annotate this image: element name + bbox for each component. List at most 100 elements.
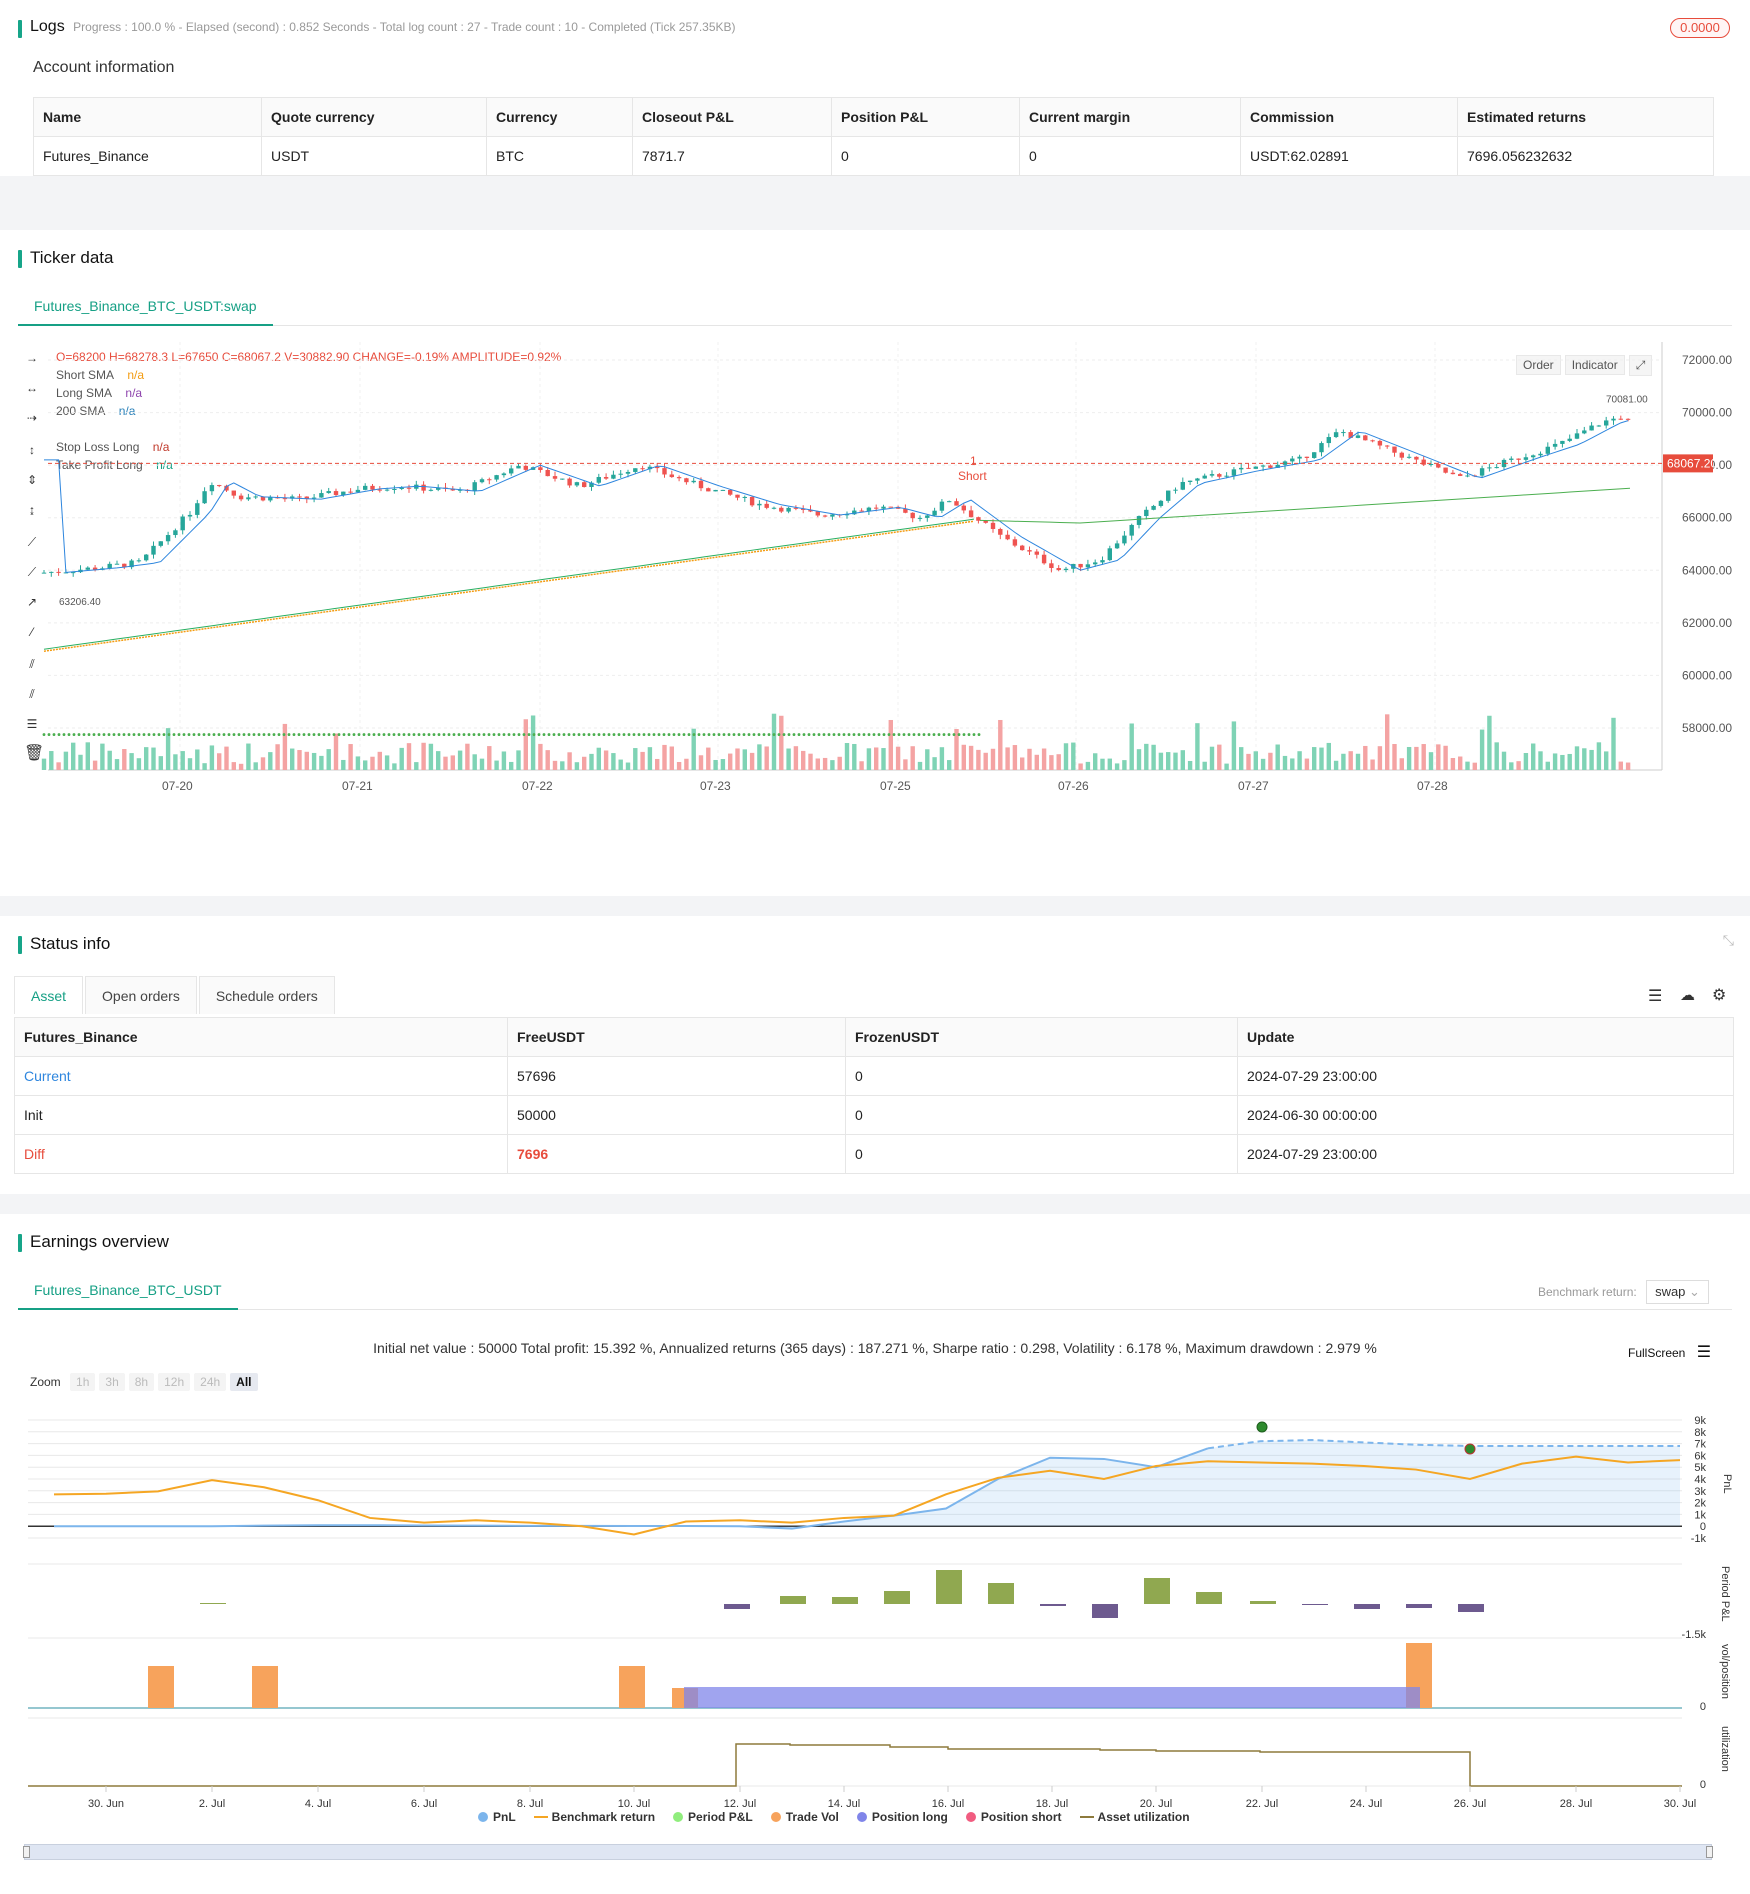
volume-bar (560, 761, 565, 770)
earnings-tab[interactable]: Futures_Binance_BTC_USDT (18, 1272, 238, 1310)
volume-bar (728, 753, 733, 770)
legend-trade-vol[interactable]: Trade Vol (770, 1810, 839, 1824)
trend-line-tool-icon[interactable]: ⟋ (27, 535, 37, 549)
candle-body (903, 508, 908, 513)
tab-open-orders[interactable]: Open orders (85, 976, 197, 1014)
col-current-margin: Current margin (1019, 97, 1241, 137)
candle-body (487, 479, 492, 481)
stop-loss-dot (532, 733, 536, 736)
zoom-all[interactable]: All (230, 1373, 258, 1391)
volume-bar (479, 758, 485, 770)
stop-loss-dot (747, 733, 751, 736)
period-pnl-bar (1196, 1592, 1222, 1604)
vertical-ray-tool-icon[interactable]: ↨ (29, 503, 35, 517)
volume-bar (165, 728, 171, 770)
navigator-right-handle[interactable] (1706, 1846, 1713, 1858)
tab-schedule-orders[interactable]: Schedule orders (198, 976, 335, 1014)
price-axis-label: 58000.00 (1682, 721, 1732, 735)
tab-asset[interactable]: Asset (14, 976, 84, 1014)
settings-gear-icon[interactable]: ⚙ (1712, 987, 1727, 1004)
zoom-3h[interactable]: 3h (99, 1373, 125, 1391)
crosshair-tool-icon[interactable]: → (26, 351, 38, 365)
fullscreen-button[interactable]: FullScreen ☰ (1628, 1342, 1711, 1362)
candle-body (990, 522, 996, 529)
candle-body (457, 489, 463, 491)
volume-bar (348, 744, 353, 770)
zoom-24h[interactable]: 24h (194, 1373, 227, 1391)
legend-position-long[interactable]: Position long (856, 1810, 948, 1824)
legend-position-short[interactable]: Position short (965, 1810, 1062, 1824)
volume-bar (173, 754, 178, 770)
vertical-line-tool-icon[interactable]: ↕ (29, 443, 35, 457)
candle-body (1545, 446, 1550, 454)
candle-body (815, 511, 820, 516)
volume-bar (837, 756, 842, 770)
row-label-current: Current (14, 1056, 508, 1096)
range-navigator[interactable] (23, 1844, 1713, 1860)
segment-tool-icon[interactable]: ⟋ (27, 565, 37, 579)
volume-bar (1056, 754, 1061, 770)
volume-bar (384, 755, 390, 770)
volume-bar (1458, 756, 1463, 770)
candle-body (1465, 475, 1470, 477)
trash-icon[interactable]: 🗑 (24, 745, 45, 762)
volume-bar (180, 751, 185, 770)
zoom-8h[interactable]: 8h (128, 1373, 155, 1391)
stop-loss-dot (217, 733, 221, 736)
candle-body (757, 503, 762, 506)
stop-loss-dot (197, 733, 201, 736)
stop-loss-dot (422, 733, 426, 736)
menu-icon[interactable]: ☰ (1696, 1344, 1712, 1361)
candle-body (1589, 425, 1594, 431)
candle-body (881, 506, 886, 509)
volume-bar (1589, 749, 1594, 770)
stop-loss-dot (122, 733, 126, 736)
legend-period-pnl[interactable]: Period P&L (673, 1810, 753, 1824)
volume-bar (815, 758, 820, 770)
volume-bar (1282, 755, 1288, 770)
legend-trade-vol-label: Trade Vol (785, 1810, 839, 1824)
legend-pnl[interactable]: PnL (478, 1810, 516, 1824)
volume-bar (611, 753, 616, 770)
price-line-tool-icon[interactable]: ⁄ (30, 625, 33, 639)
benchmark-select[interactable]: swap ⌄ (1646, 1280, 1709, 1304)
candlestick-chart[interactable]: 72000.0070000.0068000.0066000.0064000.00… (40, 342, 1750, 822)
candle-body (647, 466, 653, 470)
ticker-tab[interactable]: Futures_Binance_BTC_USDT:swap (18, 288, 273, 326)
volume-bar (1020, 757, 1025, 770)
fib-channel-tool-icon[interactable]: ⫽ (29, 687, 35, 701)
util-axis-label: 0 (1700, 1779, 1706, 1791)
candle-body (749, 496, 755, 506)
candle-body (1450, 472, 1456, 475)
horizontal-line-tool-icon[interactable]: ↔ (26, 381, 38, 395)
zoom-12h[interactable]: 12h (158, 1373, 191, 1391)
stop-loss-dot (212, 733, 216, 736)
cell-free: 57696 (507, 1056, 846, 1096)
stop-loss-dot (332, 733, 336, 736)
candle-body (983, 520, 988, 523)
candle-body (304, 496, 309, 499)
list-view-icon[interactable]: ☰ (1648, 988, 1663, 1005)
legend-asset-utilization[interactable]: Asset utilization (1079, 1810, 1190, 1824)
volume-bar (713, 759, 718, 770)
volume-bar (1574, 746, 1580, 770)
candle-body (1604, 420, 1609, 426)
candle-body (720, 489, 726, 491)
volume-bar (1129, 723, 1134, 770)
candle-body (1399, 452, 1404, 458)
fibonacci-tool-icon[interactable]: ☰ (26, 717, 38, 731)
order-button[interactable]: Order (1516, 355, 1561, 375)
zoom-1h[interactable]: 1h (70, 1373, 96, 1391)
arrow-tool-icon[interactable]: ↗ (26, 595, 38, 609)
legend-benchmark[interactable]: Benchmark return (533, 1810, 655, 1824)
volume-bar (1231, 721, 1237, 770)
parallel-channel-tool-icon[interactable]: ⫽ (29, 657, 35, 671)
candle-body (1319, 443, 1324, 453)
candle-body (1056, 568, 1061, 571)
navigator-left-handle[interactable] (23, 1846, 30, 1858)
cloud-download-icon[interactable]: ☁ (1680, 987, 1695, 1004)
volume-bar (1487, 715, 1492, 770)
status-collapse-icon[interactable]: ⤡ (1722, 932, 1734, 948)
ray-tool-icon[interactable]: ⇢ (26, 411, 38, 425)
vertical-segment-tool-icon[interactable]: ⇕ (26, 473, 38, 487)
